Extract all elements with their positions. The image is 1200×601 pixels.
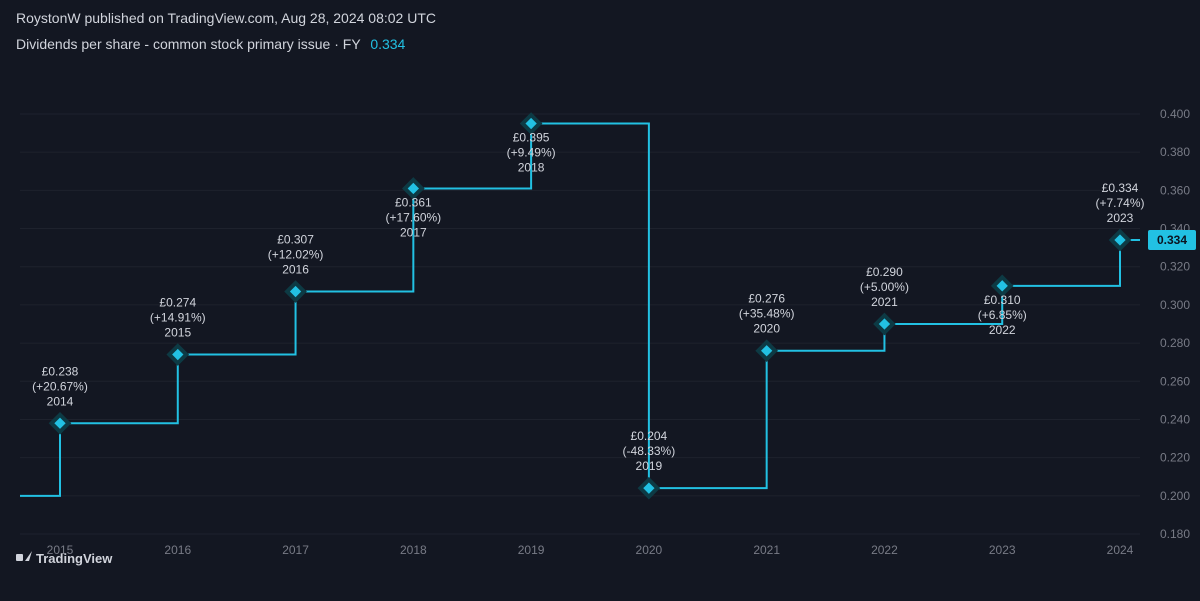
y-tick-label: 0.180 [1160,527,1190,541]
point-price-label: £0.204 [631,429,668,443]
point-price-label: £0.276 [748,292,785,306]
y-tick-label: 0.400 [1160,107,1190,121]
tradingview-logo-text: TradingView [36,551,112,566]
y-tick-label: 0.280 [1160,336,1190,350]
point-year-label: 2014 [47,394,74,408]
point-year-label: 2016 [282,263,309,277]
x-tick-label: 2018 [400,543,427,557]
publish-header: RoystonW published on TradingView.com, A… [0,0,1200,32]
point-pct-label: (+6.85%) [978,308,1027,322]
point-pct-label: (+17.60%) [385,210,441,224]
point-price-label: £0.395 [513,131,550,145]
x-tick-label: 2020 [636,543,663,557]
point-year-label: 2020 [753,322,780,336]
point-year-label: 2021 [871,295,898,309]
x-tick-label: 2023 [989,543,1016,557]
dividends-step-chart: 0.180 0.200 0.220 0.240 0.260 0.280 0.300 0.320… [0,54,1200,574]
point-price-label: £0.361 [395,195,432,209]
current-value-badge-text: 0.334 [1157,233,1187,247]
point-pct-label: (+9.49%) [507,146,556,160]
x-tick-label: 2022 [871,543,898,557]
y-tick-label: 0.200 [1160,489,1190,503]
series-current-value: 0.334 [370,36,405,52]
point-pct-label: (+7.74%) [1095,196,1144,210]
y-tick-label: 0.320 [1160,260,1190,274]
y-tick-label: 0.380 [1160,145,1190,159]
y-tick-label: 0.300 [1160,298,1190,312]
point-year-label: 2022 [989,323,1016,337]
x-tick-label: 2016 [164,543,191,557]
publish-text: RoystonW published on TradingView.com, A… [16,10,436,26]
x-tick-label: 2021 [753,543,780,557]
y-tick-label: 0.260 [1160,374,1190,388]
point-year-label: 2015 [164,326,191,340]
chart-subtitle: Dividends per share - common stock prima… [0,32,1200,52]
point-year-label: 2019 [636,459,663,473]
point-price-label: £0.290 [866,265,903,279]
point-pct-label: (+35.48%) [739,307,795,321]
series-label: Dividends per share - common stock prima… [16,36,360,52]
x-tick-label: 2019 [518,543,545,557]
point-year-label: 2023 [1107,211,1134,225]
point-pct-label: (+5.00%) [860,280,909,294]
point-pct-label: (+20.67%) [32,379,88,393]
y-tick-label: 0.220 [1160,451,1190,465]
tradingview-logo-icon [16,550,32,566]
point-price-label: £0.307 [277,233,314,247]
y-tick-label: 0.360 [1160,183,1190,197]
x-tick-label: 2024 [1107,543,1134,557]
point-pct-label: (+12.02%) [268,248,324,262]
point-price-label: £0.310 [984,293,1021,307]
point-pct-label: (+14.91%) [150,311,206,325]
point-price-label: £0.238 [42,364,79,378]
point-year-label: 2017 [400,225,427,239]
y-tick-label: 0.240 [1160,412,1190,426]
x-tick-label: 2017 [282,543,309,557]
point-price-label: £0.334 [1102,181,1139,195]
tradingview-logo: TradingView [16,550,112,566]
point-year-label: 2018 [518,161,545,175]
point-price-label: £0.274 [159,296,196,310]
point-pct-label: (-48.33%) [623,444,676,458]
chart-area[interactable]: 0.180 0.200 0.220 0.240 0.260 0.280 0.300 0.320… [0,54,1200,574]
